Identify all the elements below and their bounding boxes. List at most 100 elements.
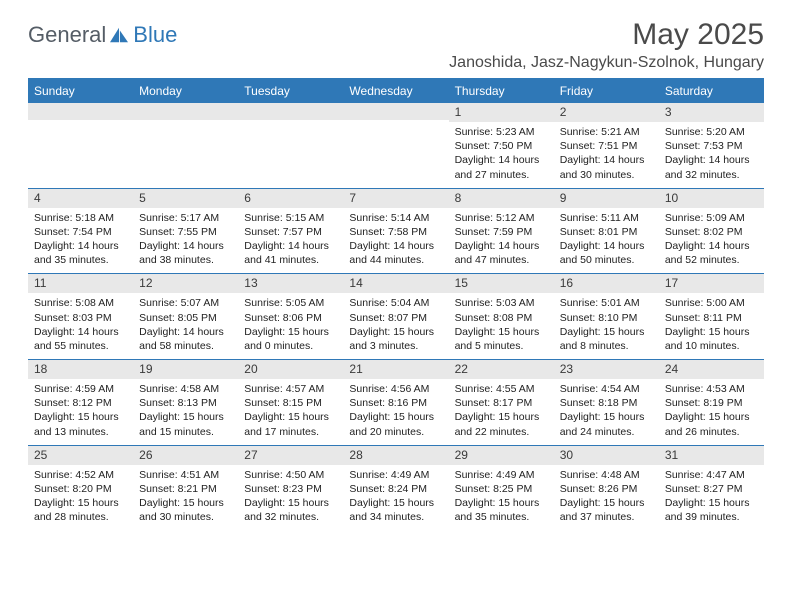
- day-number: 7: [343, 189, 448, 208]
- day-cell: 5Sunrise: 5:17 AMSunset: 7:55 PMDaylight…: [133, 189, 238, 274]
- sunset-line: Sunset: 8:26 PM: [560, 482, 653, 496]
- brand-logo: General Blue: [28, 18, 177, 48]
- day-number: 31: [659, 446, 764, 465]
- daylight-line: Daylight: 15 hours and 22 minutes.: [455, 410, 548, 438]
- week-row: 25Sunrise: 4:52 AMSunset: 8:20 PMDayligh…: [28, 445, 764, 531]
- sunrise-line: Sunrise: 5:05 AM: [244, 296, 337, 310]
- sunrise-line: Sunrise: 4:52 AM: [34, 468, 127, 482]
- day-body: Sunrise: 4:51 AMSunset: 8:21 PMDaylight:…: [133, 465, 238, 525]
- sunrise-line: Sunrise: 5:09 AM: [665, 211, 758, 225]
- daylight-line: Daylight: 15 hours and 37 minutes.: [560, 496, 653, 524]
- day-cell: 4Sunrise: 5:18 AMSunset: 7:54 PMDaylight…: [28, 189, 133, 274]
- sunrise-line: Sunrise: 5:20 AM: [665, 125, 758, 139]
- sunrise-line: Sunrise: 4:59 AM: [34, 382, 127, 396]
- sunrise-line: Sunrise: 5:14 AM: [349, 211, 442, 225]
- day-body: Sunrise: 5:14 AMSunset: 7:58 PMDaylight:…: [343, 208, 448, 268]
- day-body: Sunrise: 5:18 AMSunset: 7:54 PMDaylight:…: [28, 208, 133, 268]
- sunset-line: Sunset: 8:19 PM: [665, 396, 758, 410]
- day-number: 25: [28, 446, 133, 465]
- daylight-line: Daylight: 14 hours and 58 minutes.: [139, 325, 232, 353]
- day-number: 21: [343, 360, 448, 379]
- daylight-line: Daylight: 15 hours and 34 minutes.: [349, 496, 442, 524]
- daylight-line: Daylight: 15 hours and 28 minutes.: [34, 496, 127, 524]
- daylight-line: Daylight: 15 hours and 3 minutes.: [349, 325, 442, 353]
- sunset-line: Sunset: 8:01 PM: [560, 225, 653, 239]
- day-number: 22: [449, 360, 554, 379]
- day-number: [133, 103, 238, 120]
- day-body: Sunrise: 5:11 AMSunset: 8:01 PMDaylight:…: [554, 208, 659, 268]
- day-cell: 14Sunrise: 5:04 AMSunset: 8:07 PMDayligh…: [343, 274, 448, 359]
- day-number: 3: [659, 103, 764, 122]
- sunrise-line: Sunrise: 5:01 AM: [560, 296, 653, 310]
- day-body: Sunrise: 4:56 AMSunset: 8:16 PMDaylight:…: [343, 379, 448, 439]
- day-body: Sunrise: 5:01 AMSunset: 8:10 PMDaylight:…: [554, 293, 659, 353]
- day-cell: 3Sunrise: 5:20 AMSunset: 7:53 PMDaylight…: [659, 103, 764, 188]
- dow-cell: Saturday: [659, 80, 764, 103]
- day-cell: 1Sunrise: 5:23 AMSunset: 7:50 PMDaylight…: [449, 103, 554, 188]
- day-body: Sunrise: 4:49 AMSunset: 8:25 PMDaylight:…: [449, 465, 554, 525]
- day-body: Sunrise: 4:54 AMSunset: 8:18 PMDaylight:…: [554, 379, 659, 439]
- day-number: 13: [238, 274, 343, 293]
- daylight-line: Daylight: 14 hours and 50 minutes.: [560, 239, 653, 267]
- week-row: 1Sunrise: 5:23 AMSunset: 7:50 PMDaylight…: [28, 103, 764, 188]
- sunrise-line: Sunrise: 5:12 AM: [455, 211, 548, 225]
- day-body: Sunrise: 4:49 AMSunset: 8:24 PMDaylight:…: [343, 465, 448, 525]
- day-cell: [238, 103, 343, 188]
- day-body: Sunrise: 4:59 AMSunset: 8:12 PMDaylight:…: [28, 379, 133, 439]
- sunset-line: Sunset: 7:57 PM: [244, 225, 337, 239]
- day-cell: 17Sunrise: 5:00 AMSunset: 8:11 PMDayligh…: [659, 274, 764, 359]
- day-cell: 8Sunrise: 5:12 AMSunset: 7:59 PMDaylight…: [449, 189, 554, 274]
- sunset-line: Sunset: 7:50 PM: [455, 139, 548, 153]
- day-cell: 24Sunrise: 4:53 AMSunset: 8:19 PMDayligh…: [659, 360, 764, 445]
- sunrise-line: Sunrise: 5:21 AM: [560, 125, 653, 139]
- day-body: Sunrise: 5:23 AMSunset: 7:50 PMDaylight:…: [449, 122, 554, 182]
- daylight-line: Daylight: 14 hours and 41 minutes.: [244, 239, 337, 267]
- dow-cell: Sunday: [28, 80, 133, 103]
- day-number: 23: [554, 360, 659, 379]
- day-number: 4: [28, 189, 133, 208]
- sunset-line: Sunset: 8:17 PM: [455, 396, 548, 410]
- daylight-line: Daylight: 14 hours and 32 minutes.: [665, 153, 758, 181]
- day-number: 20: [238, 360, 343, 379]
- day-body: Sunrise: 4:53 AMSunset: 8:19 PMDaylight:…: [659, 379, 764, 439]
- day-number: [28, 103, 133, 120]
- sunrise-line: Sunrise: 5:15 AM: [244, 211, 337, 225]
- day-cell: 18Sunrise: 4:59 AMSunset: 8:12 PMDayligh…: [28, 360, 133, 445]
- sunrise-line: Sunrise: 5:00 AM: [665, 296, 758, 310]
- day-body: Sunrise: 5:20 AMSunset: 7:53 PMDaylight:…: [659, 122, 764, 182]
- daylight-line: Daylight: 15 hours and 26 minutes.: [665, 410, 758, 438]
- sunset-line: Sunset: 8:13 PM: [139, 396, 232, 410]
- day-body: Sunrise: 5:15 AMSunset: 7:57 PMDaylight:…: [238, 208, 343, 268]
- calendar-page: General Blue May 2025 Janoshida, Jasz-Na…: [0, 0, 792, 540]
- day-body: Sunrise: 4:48 AMSunset: 8:26 PMDaylight:…: [554, 465, 659, 525]
- day-number: 2: [554, 103, 659, 122]
- sunrise-line: Sunrise: 5:11 AM: [560, 211, 653, 225]
- day-body: Sunrise: 5:12 AMSunset: 7:59 PMDaylight:…: [449, 208, 554, 268]
- day-cell: 11Sunrise: 5:08 AMSunset: 8:03 PMDayligh…: [28, 274, 133, 359]
- daylight-line: Daylight: 15 hours and 35 minutes.: [455, 496, 548, 524]
- days-of-week-header: SundayMondayTuesdayWednesdayThursdayFrid…: [28, 80, 764, 103]
- day-body: Sunrise: 5:07 AMSunset: 8:05 PMDaylight:…: [133, 293, 238, 353]
- sunrise-line: Sunrise: 5:07 AM: [139, 296, 232, 310]
- daylight-line: Daylight: 15 hours and 32 minutes.: [244, 496, 337, 524]
- day-cell: [28, 103, 133, 188]
- day-number: 15: [449, 274, 554, 293]
- day-cell: 26Sunrise: 4:51 AMSunset: 8:21 PMDayligh…: [133, 446, 238, 531]
- day-body: Sunrise: 4:52 AMSunset: 8:20 PMDaylight:…: [28, 465, 133, 525]
- sunset-line: Sunset: 8:07 PM: [349, 311, 442, 325]
- day-cell: 31Sunrise: 4:47 AMSunset: 8:27 PMDayligh…: [659, 446, 764, 531]
- day-cell: 23Sunrise: 4:54 AMSunset: 8:18 PMDayligh…: [554, 360, 659, 445]
- day-body: Sunrise: 5:05 AMSunset: 8:06 PMDaylight:…: [238, 293, 343, 353]
- sunset-line: Sunset: 8:16 PM: [349, 396, 442, 410]
- sunset-line: Sunset: 8:15 PM: [244, 396, 337, 410]
- daylight-line: Daylight: 14 hours and 52 minutes.: [665, 239, 758, 267]
- week-row: 4Sunrise: 5:18 AMSunset: 7:54 PMDaylight…: [28, 188, 764, 274]
- sunset-line: Sunset: 8:11 PM: [665, 311, 758, 325]
- sunset-line: Sunset: 8:06 PM: [244, 311, 337, 325]
- sunset-line: Sunset: 7:55 PM: [139, 225, 232, 239]
- sunset-line: Sunset: 8:23 PM: [244, 482, 337, 496]
- sunset-line: Sunset: 8:18 PM: [560, 396, 653, 410]
- sunrise-line: Sunrise: 4:58 AM: [139, 382, 232, 396]
- sunrise-line: Sunrise: 5:04 AM: [349, 296, 442, 310]
- day-cell: 22Sunrise: 4:55 AMSunset: 8:17 PMDayligh…: [449, 360, 554, 445]
